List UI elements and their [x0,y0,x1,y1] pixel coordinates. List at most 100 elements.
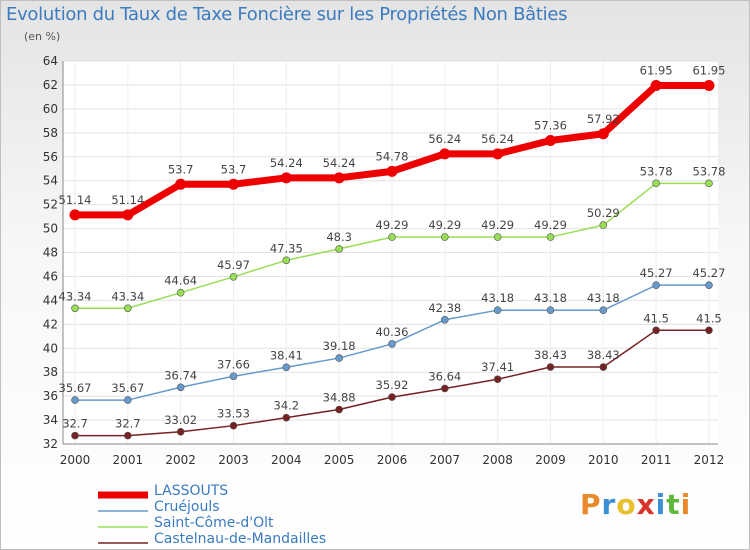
data-label: 38.43 [534,348,567,362]
data-point [493,306,502,314]
y-tick-label: 56 [43,150,58,164]
legend-label-lassouts: LASSOUTS [154,483,229,499]
data-label: 57.92 [587,112,620,126]
data-label: 43.18 [587,291,620,305]
data-label: 43.34 [59,289,92,303]
data-label: 41.5 [643,311,669,325]
data-point [71,396,79,404]
data-point [388,233,396,241]
data-point [176,427,185,436]
legend-item-lassouts[interactable]: LASSOUTS [98,483,398,500]
logo-letter: i [680,488,692,521]
data-point [441,384,449,393]
y-tick-label: 50 [43,222,58,236]
data-label: 53.78 [692,164,725,178]
data-label: 53.7 [168,162,194,176]
legend-label-saint-come-dolt: Saint-Côme-d'Olt [154,515,274,531]
data-label: 54.24 [323,156,356,170]
x-tick-label: 2009 [535,453,566,467]
data-label: 35.67 [111,381,144,395]
data-point [705,326,713,335]
data-point [546,233,555,241]
y-tick-label: 40 [43,341,58,355]
data-point [441,315,449,324]
logo-letter: t [666,488,681,521]
data-point [124,431,132,440]
data-label: 45.27 [640,266,673,280]
data-point [388,393,396,401]
data-point [597,128,609,140]
chart-unit-label: (en %) [24,30,61,43]
data-label: 56.24 [428,132,461,146]
data-point [544,134,556,146]
data-label: 32.7 [62,417,88,431]
y-tick-label: 52 [43,198,58,212]
data-point [71,431,79,440]
x-tick-label: 2003 [218,453,249,467]
y-tick-label: 44 [43,293,58,307]
data-label: 45.97 [217,258,250,272]
data-label: 54.78 [376,149,409,163]
data-label: 34.2 [274,399,300,413]
legend-item-castelnau-de-mandailles[interactable]: Castelnau-de-Mandailles [98,531,398,548]
legend-item-cruejouls[interactable]: Cruéjouls [98,499,398,516]
logo-letter: r [601,488,617,521]
data-label: 53.7 [221,162,247,176]
data-label: 43.18 [534,291,567,305]
data-label: 33.02 [164,413,197,427]
x-tick-label: 2006 [377,453,408,467]
data-label: 45.27 [692,266,725,280]
logo-letter: x [636,488,656,521]
proxiti-logo: Proxiti [580,488,691,521]
data-point [122,209,134,221]
data-point [333,172,345,184]
y-tick-label: 48 [43,246,58,260]
data-point [176,288,185,297]
data-point [227,178,239,190]
data-label: 34.88 [323,391,356,405]
y-tick-label: 58 [43,126,58,140]
data-label: 50.29 [587,206,620,220]
data-point [176,383,185,392]
data-label: 36.64 [428,369,461,383]
data-label: 42.38 [428,301,461,315]
data-point [282,363,291,372]
y-tick-label: 38 [43,365,58,379]
x-tick-label: 2002 [165,453,196,467]
data-point [124,396,132,404]
data-label: 49.29 [428,218,461,232]
logo-letter: o [616,488,637,521]
data-point [599,306,608,314]
logo-letter: P [580,488,602,521]
legend-swatch-lassouts [98,491,148,499]
data-point [229,372,238,381]
data-label: 44.64 [164,274,197,288]
data-label: 35.92 [376,378,409,392]
x-tick-label: 2011 [641,453,672,467]
y-tick-label: 46 [43,269,58,283]
data-label: 48.3 [326,230,352,244]
data-label: 38.41 [270,348,303,362]
data-point [546,363,555,371]
data-point [705,281,713,289]
data-point [599,363,608,371]
x-tick-label: 2010 [588,453,619,467]
data-label: 41.5 [696,311,722,325]
data-point [282,256,291,265]
data-label: 54.24 [270,156,303,170]
data-point [280,172,292,184]
data-point [705,179,713,188]
x-tick-label: 2008 [482,453,513,467]
data-point [388,340,396,348]
data-point [546,306,555,314]
data-label: 56.24 [481,132,514,146]
data-label: 57.36 [534,118,567,132]
data-point [335,405,343,414]
data-point [335,245,343,253]
legend-item-saint-come-dolt[interactable]: Saint-Côme-d'Olt [98,515,398,532]
x-tick-label: 2000 [60,453,91,467]
y-tick-label: 32 [43,437,58,451]
data-label: 51.14 [59,193,92,207]
data-point [439,148,451,160]
